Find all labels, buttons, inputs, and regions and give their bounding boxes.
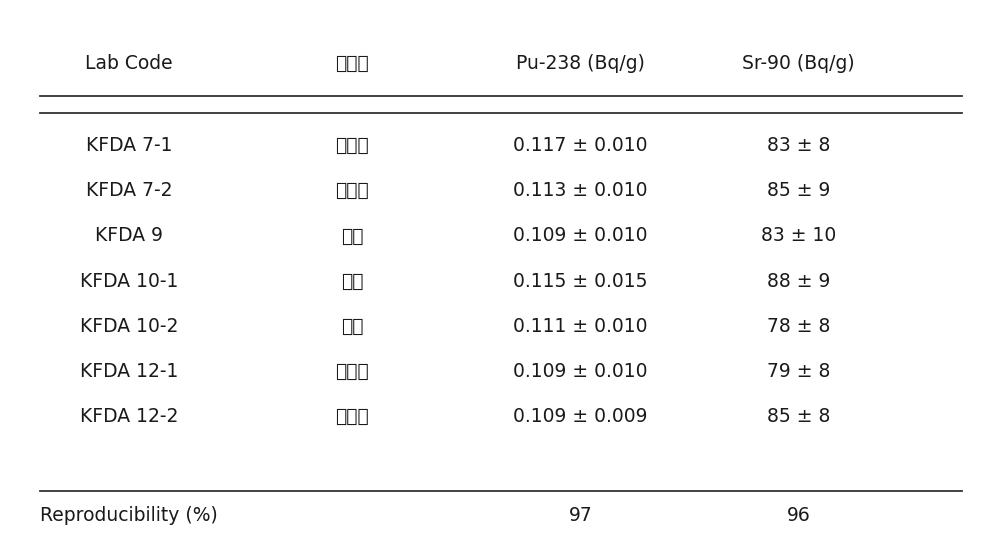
Text: KFDA 7-2: KFDA 7-2 bbox=[85, 182, 173, 200]
Text: 83 ± 10: 83 ± 10 bbox=[761, 227, 836, 245]
Text: KFDA 10-1: KFDA 10-1 bbox=[79, 272, 179, 290]
Text: 꽃게: 꽃게 bbox=[341, 317, 363, 336]
Text: 미역: 미역 bbox=[341, 227, 363, 245]
Text: 제품명: 제품명 bbox=[335, 54, 369, 73]
Text: 0.109 ± 0.010: 0.109 ± 0.010 bbox=[513, 362, 648, 381]
Text: KFDA 7-1: KFDA 7-1 bbox=[85, 136, 173, 155]
Text: 79 ± 8: 79 ± 8 bbox=[767, 362, 830, 381]
Text: Reproducibility (%): Reproducibility (%) bbox=[40, 507, 217, 525]
Text: KFDA 9: KFDA 9 bbox=[95, 227, 163, 245]
Text: 0.111 ± 0.010: 0.111 ± 0.010 bbox=[513, 317, 648, 336]
Text: 97: 97 bbox=[568, 507, 592, 525]
Text: 85 ± 9: 85 ± 9 bbox=[767, 182, 830, 200]
Text: 0.109 ± 0.010: 0.109 ± 0.010 bbox=[513, 227, 648, 245]
Text: 0.117 ± 0.010: 0.117 ± 0.010 bbox=[513, 136, 648, 155]
Text: KFDA 10-2: KFDA 10-2 bbox=[79, 317, 179, 336]
Text: 0.115 ± 0.015: 0.115 ± 0.015 bbox=[513, 272, 648, 290]
Text: 0.109 ± 0.009: 0.109 ± 0.009 bbox=[513, 407, 648, 426]
Text: 78 ± 8: 78 ± 8 bbox=[767, 317, 830, 336]
Text: 대구살: 대구살 bbox=[335, 182, 369, 200]
Text: 0.113 ± 0.010: 0.113 ± 0.010 bbox=[513, 182, 648, 200]
Text: KFDA 12-2: KFDA 12-2 bbox=[79, 407, 179, 426]
Text: 96: 96 bbox=[787, 507, 810, 525]
Text: 대구살: 대구살 bbox=[335, 136, 369, 155]
Text: 바지락: 바지락 bbox=[335, 407, 369, 426]
Text: 꽃게: 꽃게 bbox=[341, 272, 363, 290]
Text: 바지락: 바지락 bbox=[335, 362, 369, 381]
Text: 88 ± 9: 88 ± 9 bbox=[767, 272, 830, 290]
Text: 85 ± 8: 85 ± 8 bbox=[767, 407, 830, 426]
Text: Pu-238 (Bq/g): Pu-238 (Bq/g) bbox=[516, 54, 645, 73]
Text: 83 ± 8: 83 ± 8 bbox=[767, 136, 830, 155]
Text: Sr-90 (Bq/g): Sr-90 (Bq/g) bbox=[742, 54, 855, 73]
Text: KFDA 12-1: KFDA 12-1 bbox=[79, 362, 179, 381]
Text: Lab Code: Lab Code bbox=[85, 54, 173, 73]
